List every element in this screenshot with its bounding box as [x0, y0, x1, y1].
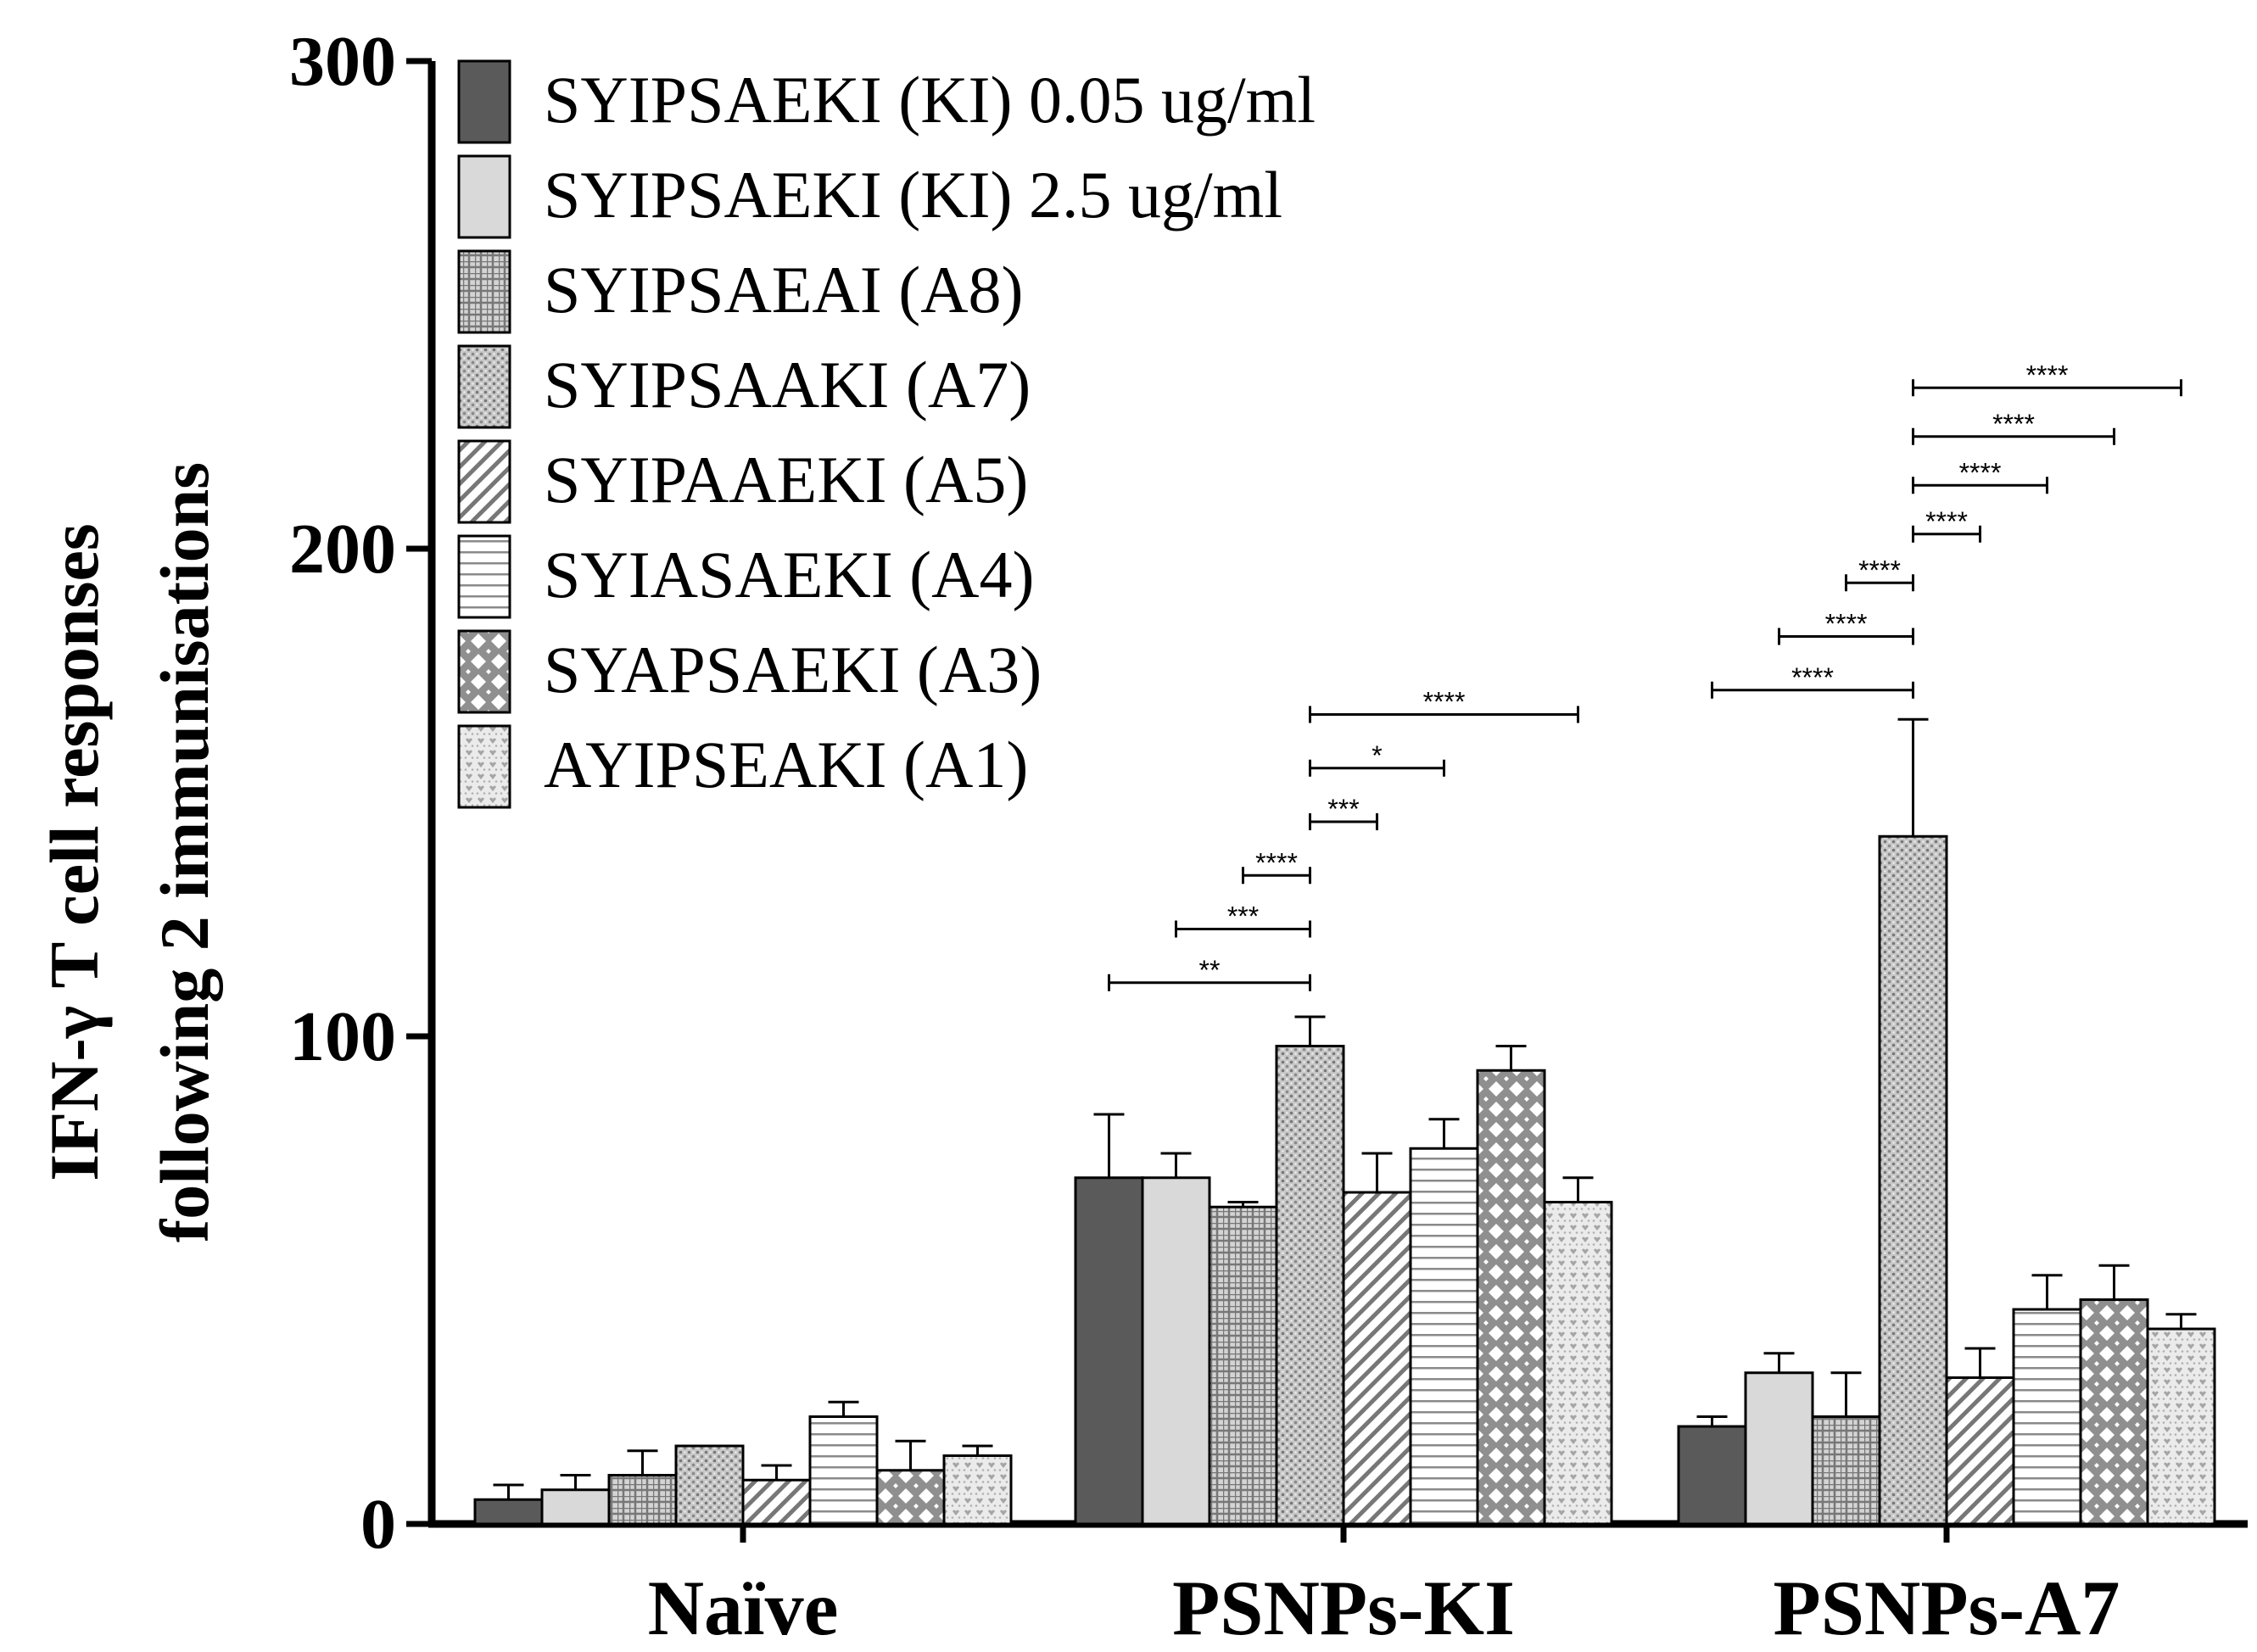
- y-tick-label-0: 0: [360, 1485, 396, 1564]
- significance-label: ***: [1327, 794, 1359, 824]
- bar: [808, 1415, 879, 1526]
- significance-label: ****: [1791, 662, 1834, 693]
- legend-entry-label: AYIPSEAKI (A1): [544, 728, 1028, 801]
- bar: [473, 1498, 544, 1526]
- bar: [607, 1474, 678, 1526]
- y-tick-label-200: 200: [289, 510, 396, 589]
- legend-entry-label: SYIPSAEKI (KI) 2.5 ug/ml: [544, 158, 1282, 232]
- bar: [875, 1469, 946, 1526]
- bar: [674, 1444, 745, 1526]
- legend: SYIPSAEKI (KI) 0.05 ug/ml SYIPSAEKI (KI) …: [457, 59, 1316, 809]
- y-axis-title: IFN-γ T cell responses following 2 immun…: [36, 462, 223, 1242]
- legend-entry-label: SYIPAAEKI (A5): [544, 443, 1028, 516]
- bar: [540, 1488, 611, 1526]
- bar: [1074, 1176, 1144, 1526]
- significance-label: ***: [1227, 901, 1259, 932]
- significance-label: ****: [1255, 847, 1298, 878]
- significance-label: **: [1199, 955, 1221, 985]
- legend-swatch: [457, 344, 511, 429]
- bar: [1141, 1176, 1211, 1526]
- significance-label: ****: [2026, 360, 2069, 390]
- significance-label: ****: [1925, 506, 1968, 537]
- y-ticks: 0 100 200 300: [289, 22, 432, 1564]
- x-category-label: PSNPs-KI: [1172, 1565, 1515, 1651]
- significance-label: *: [1372, 740, 1382, 771]
- bar: [1744, 1371, 1814, 1526]
- legend-entry-label: SYIPSAAKI (A7): [544, 348, 1031, 421]
- y-axis-title-line-1: IFN-γ T cell responses: [36, 523, 113, 1181]
- bar: [1945, 1376, 2015, 1526]
- bar: [1476, 1069, 1546, 1526]
- y-axis-title-line-2: following 2 immunisations: [146, 462, 223, 1242]
- bar: [1208, 1205, 1278, 1526]
- y-tick-label-100: 100: [289, 997, 396, 1076]
- significance-label: ****: [1959, 457, 2002, 488]
- significance-label: ****: [1858, 555, 1901, 585]
- significance-label: ****: [1423, 687, 1466, 717]
- legend-swatch: [457, 249, 511, 334]
- x-ticks: Naïve PSNPs-KI PSNPs-A7: [648, 1524, 2120, 1651]
- significance-annotations: ****************************************…: [1108, 360, 2182, 991]
- x-category-label: Naïve: [648, 1565, 839, 1651]
- bar: [1543, 1201, 1613, 1526]
- legend-swatch: [457, 59, 511, 144]
- bar: [741, 1478, 812, 1526]
- legend-entry-label: SYAPSAEKI (A3): [544, 633, 1042, 706]
- y-tick-label-300: 300: [289, 22, 396, 101]
- legend-swatch: [457, 154, 511, 239]
- legend-entry-label: SYIPSAEAI (A8): [544, 253, 1024, 326]
- bar: [942, 1454, 1013, 1526]
- legend-swatch: [457, 534, 511, 619]
- legend-swatch: [457, 629, 511, 714]
- bar: [1811, 1415, 1881, 1526]
- significance-label: ****: [1825, 609, 1868, 639]
- bar: [2012, 1308, 2082, 1526]
- legend-swatch: [457, 439, 511, 524]
- bar: [1275, 1045, 1345, 1526]
- bar: [1677, 1425, 1747, 1526]
- legend-swatch: [457, 724, 511, 809]
- significance-label: ****: [1992, 409, 2035, 439]
- legend-entry-label: SYIPSAEKI (KI) 0.05 ug/ml: [544, 63, 1316, 137]
- x-category-label: PSNPs-A7: [1774, 1565, 2120, 1651]
- bar: [2146, 1327, 2216, 1526]
- bar: [1878, 834, 1948, 1526]
- legend-entry-label: SYIASAEKI (A4): [544, 538, 1034, 611]
- bar: [1342, 1191, 1412, 1526]
- bars: [473, 834, 2216, 1526]
- error-bars: [493, 717, 2197, 1500]
- bar: [2079, 1298, 2149, 1526]
- bar: [1409, 1147, 1479, 1526]
